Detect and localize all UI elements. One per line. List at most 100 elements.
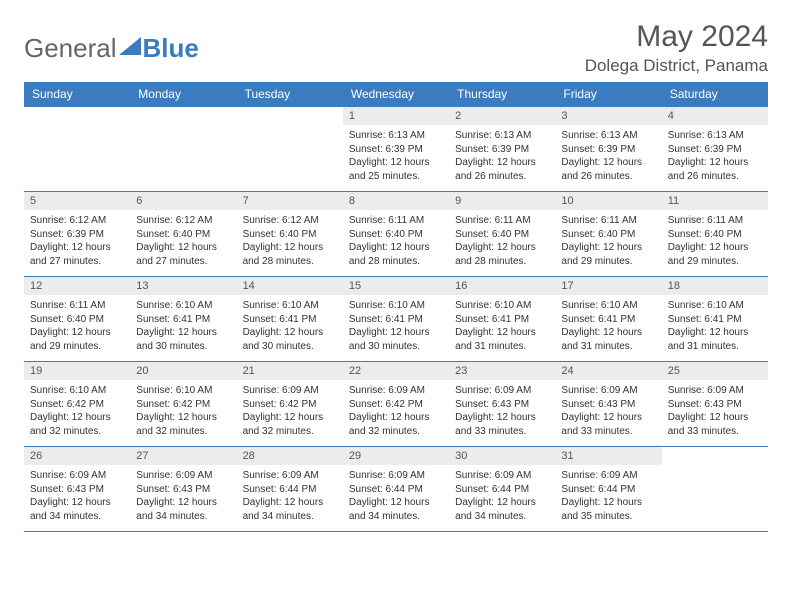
cell-body: Sunrise: 6:09 AMSunset: 6:42 PMDaylight:… [343,380,449,442]
day-number: 14 [237,277,343,295]
dl1-text: Daylight: 12 hours [561,241,655,255]
dl1-text: Daylight: 12 hours [243,241,337,255]
sunrise-text: Sunrise: 6:09 AM [349,469,443,483]
sunrise-text: Sunrise: 6:13 AM [349,129,443,143]
calendar-cell: 4Sunrise: 6:13 AMSunset: 6:39 PMDaylight… [662,107,768,191]
day-number: 18 [662,277,768,295]
dl2-text: and 30 minutes. [349,340,443,354]
day-number: 6 [130,192,236,210]
sunrise-text: Sunrise: 6:10 AM [455,299,549,313]
cell-body: Sunrise: 6:10 AMSunset: 6:42 PMDaylight:… [130,380,236,442]
calendar-cell: 27Sunrise: 6:09 AMSunset: 6:43 PMDayligh… [130,447,236,531]
sunset-text: Sunset: 6:42 PM [243,398,337,412]
calendar-cell: 16Sunrise: 6:10 AMSunset: 6:41 PMDayligh… [449,277,555,361]
day-number: 10 [555,192,661,210]
dl2-text: and 32 minutes. [349,425,443,439]
calendar-cell: 19Sunrise: 6:10 AMSunset: 6:42 PMDayligh… [24,362,130,446]
sunset-text: Sunset: 6:40 PM [668,228,762,242]
cell-body: Sunrise: 6:13 AMSunset: 6:39 PMDaylight:… [555,125,661,187]
dl2-text: and 26 minutes. [455,170,549,184]
brand-part2: Blue [143,33,199,64]
dl2-text: and 26 minutes. [668,170,762,184]
dl2-text: and 28 minutes. [349,255,443,269]
day-number: 11 [662,192,768,210]
cell-body: Sunrise: 6:09 AMSunset: 6:44 PMDaylight:… [237,465,343,527]
sunset-text: Sunset: 6:41 PM [455,313,549,327]
sunset-text: Sunset: 6:40 PM [243,228,337,242]
sunrise-text: Sunrise: 6:12 AM [30,214,124,228]
calendar-week: 5Sunrise: 6:12 AMSunset: 6:39 PMDaylight… [24,191,768,276]
dl2-text: and 32 minutes. [136,425,230,439]
dl1-text: Daylight: 12 hours [455,241,549,255]
day-number: 5 [24,192,130,210]
cell-body: Sunrise: 6:09 AMSunset: 6:43 PMDaylight:… [449,380,555,442]
weekday-header: Sunday Monday Tuesday Wednesday Thursday… [24,82,768,106]
dl1-text: Daylight: 12 hours [668,156,762,170]
sunset-text: Sunset: 6:39 PM [349,143,443,157]
sunset-text: Sunset: 6:41 PM [243,313,337,327]
sunrise-text: Sunrise: 6:10 AM [136,299,230,313]
sunrise-text: Sunrise: 6:09 AM [668,384,762,398]
weekday-label: Monday [130,82,236,106]
calendar-cell [237,107,343,191]
sunset-text: Sunset: 6:42 PM [30,398,124,412]
dl1-text: Daylight: 12 hours [455,411,549,425]
dl1-text: Daylight: 12 hours [349,496,443,510]
sunrise-text: Sunrise: 6:13 AM [668,129,762,143]
cell-body: Sunrise: 6:10 AMSunset: 6:41 PMDaylight:… [343,295,449,357]
sunrise-text: Sunrise: 6:11 AM [668,214,762,228]
calendar-cell: 22Sunrise: 6:09 AMSunset: 6:42 PMDayligh… [343,362,449,446]
dl2-text: and 35 minutes. [561,510,655,524]
sunrise-text: Sunrise: 6:09 AM [243,384,337,398]
sunrise-text: Sunrise: 6:09 AM [455,469,549,483]
sunset-text: Sunset: 6:44 PM [455,483,549,497]
sunset-text: Sunset: 6:40 PM [455,228,549,242]
calendar-cell: 18Sunrise: 6:10 AMSunset: 6:41 PMDayligh… [662,277,768,361]
cell-body: Sunrise: 6:13 AMSunset: 6:39 PMDaylight:… [343,125,449,187]
sunset-text: Sunset: 6:39 PM [668,143,762,157]
calendar-cell: 5 Sunrise: 6:12 AMSunset: 6:39 PMDaylight… [24,192,130,276]
calendar-cell: 11Sunrise: 6:11 AMSunset: 6:40 PMDayligh… [662,192,768,276]
sunrise-text: Sunrise: 6:11 AM [349,214,443,228]
sunset-text: Sunset: 6:42 PM [136,398,230,412]
month-title: May 2024 [585,20,768,54]
sunset-text: Sunset: 6:40 PM [136,228,230,242]
day-number: 1 [343,107,449,125]
dl2-text: and 34 minutes. [243,510,337,524]
day-number: 13 [130,277,236,295]
dl1-text: Daylight: 12 hours [349,156,443,170]
dl1-text: Daylight: 12 hours [30,326,124,340]
cell-body: Sunrise: 6:09 AMSunset: 6:43 PMDaylight:… [24,465,130,527]
cell-body: Sunrise: 6:10 AMSunset: 6:42 PMDaylight:… [24,380,130,442]
cell-body: Sunrise: 6:09 AMSunset: 6:44 PMDaylight:… [449,465,555,527]
dl2-text: and 29 minutes. [668,255,762,269]
day-number: 30 [449,447,555,465]
dl2-text: and 29 minutes. [30,340,124,354]
dl2-text: and 33 minutes. [455,425,549,439]
dl1-text: Daylight: 12 hours [30,496,124,510]
dl1-text: Daylight: 12 hours [30,241,124,255]
dl1-text: Daylight: 12 hours [349,241,443,255]
dl2-text: and 27 minutes. [136,255,230,269]
day-number: 27 [130,447,236,465]
calendar-cell [24,107,130,191]
weekday-label: Wednesday [343,82,449,106]
weekday-label: Saturday [662,82,768,106]
day-number: 9 [449,192,555,210]
dl2-text: and 25 minutes. [349,170,443,184]
sunset-text: Sunset: 6:40 PM [561,228,655,242]
calendar-cell: 14Sunrise: 6:10 AMSunset: 6:41 PMDayligh… [237,277,343,361]
cell-body: Sunrise: 6:09 AMSunset: 6:43 PMDaylight:… [555,380,661,442]
day-number: 12 [24,277,130,295]
sunset-text: Sunset: 6:39 PM [30,228,124,242]
dl2-text: and 31 minutes. [668,340,762,354]
triangle-icon [119,37,141,60]
dl2-text: and 32 minutes. [243,425,337,439]
dl2-text: and 28 minutes. [243,255,337,269]
cell-body: Sunrise: 6:11 AMSunset: 6:40 PMDaylight:… [662,210,768,272]
sunset-text: Sunset: 6:43 PM [561,398,655,412]
brand-logo: General Blue [24,33,199,64]
sunset-text: Sunset: 6:41 PM [668,313,762,327]
sunrise-text: Sunrise: 6:13 AM [455,129,549,143]
dl1-text: Daylight: 12 hours [455,326,549,340]
